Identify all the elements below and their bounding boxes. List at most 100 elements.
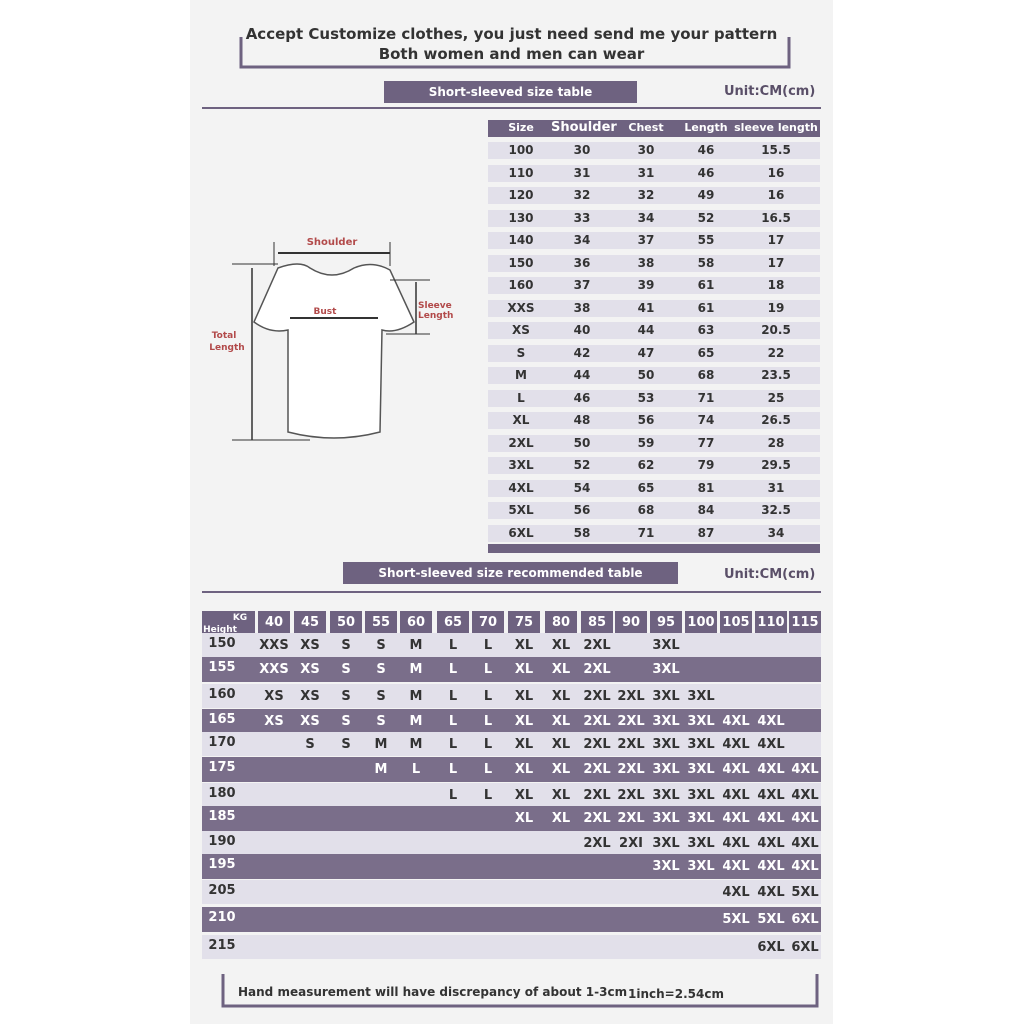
unit-label: Unit:CM(cm) [724,84,816,99]
column-header: 65 [443,615,463,630]
table-cell: 16.5 [761,210,791,225]
table-cell: XS [264,689,284,704]
table-cell: 49 [697,188,715,202]
table-cell: 46 [697,165,715,180]
column-header-bg [437,611,469,635]
table-cell: XL [551,638,571,653]
corner-label: KG [232,613,248,623]
table-cell: 22 [767,345,785,360]
table-cell: XS [300,638,320,653]
table-cell: 48 [573,413,591,427]
table-cell: 2XL [617,788,645,803]
row-height: 190 [208,834,236,849]
table-cell: 2XL [617,762,645,777]
table-cell: S [376,638,386,653]
table-cell: XL [512,413,530,427]
table-cell: 34 [637,210,655,225]
table-cell: 4XL [508,480,534,495]
column-header-bg [685,611,717,635]
table-cell: 4XL [791,811,819,826]
table-cell: 2XL [617,689,645,704]
column-header-bg [720,611,752,635]
divider [202,591,821,593]
table-cell: M [409,689,423,704]
table-cell: XL [551,737,571,752]
column-header: Size [508,121,534,134]
table-cell: 3XL [687,788,715,803]
table-cell: 3XL [508,458,534,472]
table-cell: 65 [697,345,715,360]
row-height: 180 [208,786,236,801]
row-bg [488,524,820,542]
table-cell: 46 [697,143,715,157]
header-title: Accept Customize clothes, you just need … [190,24,833,64]
table-cell: S [376,662,386,677]
row-bg [488,367,820,384]
row-bg [488,412,820,429]
footer-conversion: 1inch=2.54cm [628,987,724,1001]
column-header: Shoulder [551,120,617,135]
row-bg [202,709,821,734]
table-cell: 5XL [757,912,785,927]
row-bg [488,389,820,407]
table-cell: 58 [573,525,591,540]
column-header-bg [472,611,504,635]
row-bg [488,457,820,474]
column-header-bg [581,611,613,635]
table-cell: 4XL [757,737,785,752]
header-line: Both women and men can wear [378,45,645,63]
table-cell: XL [514,689,534,704]
table-cell: 2XL [617,737,645,752]
table-cell: 50 [637,368,655,382]
table-cell: 38 [637,255,655,270]
diagram-label: Length [418,311,453,321]
table-cell: XL [551,811,571,826]
table-cell: XS [300,714,320,729]
column-header-bg [508,611,540,635]
table-cell: L [483,714,493,729]
column-header: 115 [791,615,819,630]
row-bg [488,142,820,159]
table-cell: XL [514,811,534,826]
column-header: 90 [621,615,641,630]
row-bg [488,232,820,249]
table-cell: 120 [508,188,534,202]
table-cell: 65 [637,480,655,495]
row-bg [202,806,821,831]
row-bg [488,254,820,272]
table-cell: 53 [637,390,655,405]
row-bg [488,344,820,362]
table-cell: 5XL [722,912,750,927]
table-cell: L [483,638,493,653]
row-bg [202,684,821,708]
table-cell: XXS [259,662,289,677]
header-bracket [239,37,791,69]
table-cell: 16 [767,165,785,180]
table-cell: 59 [637,435,655,450]
table-cell: M [409,662,423,677]
table-cell: 4XL [757,714,785,729]
table-cell: 31 [573,165,591,180]
table-cell: 4XL [757,811,785,826]
table-cell: XL [514,788,534,803]
table-cell: S [341,638,351,653]
footer-bracket [221,974,819,1008]
corner-bg [202,611,255,635]
row-height: 155 [208,660,236,675]
table-cell: 3XL [652,714,680,729]
unit-label: Unit:CM(cm) [724,567,816,582]
row-bg [202,783,821,807]
table-cell: 36 [573,255,591,270]
table-cell: XS [264,714,284,729]
divider [202,107,821,109]
table-header-bg [488,120,820,137]
table-cell: 61 [697,300,715,315]
table-cell: 34 [573,233,591,247]
table-cell: S [341,689,351,704]
table-cell: L [483,689,493,704]
row-bg [488,479,820,497]
table-cell: 32.5 [761,503,791,517]
table-cell: 28 [767,435,785,450]
table-cell: 26.5 [761,413,791,427]
